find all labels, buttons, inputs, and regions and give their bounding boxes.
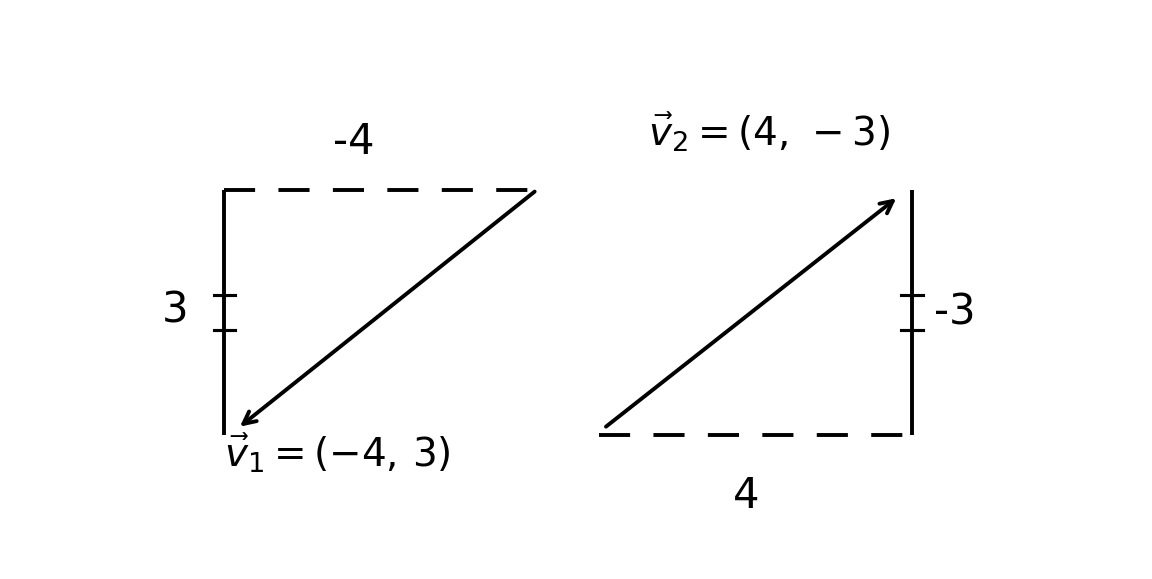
Text: -4: -4 (333, 121, 374, 163)
Text: $\vec{v}_2 = (4,\, -3)$: $\vec{v}_2 = (4,\, -3)$ (649, 109, 890, 153)
Text: 3: 3 (162, 290, 189, 331)
Text: 4: 4 (734, 475, 760, 517)
Text: $\vec{v}_1 = (-4,\, 3)$: $\vec{v}_1 = (-4,\, 3)$ (225, 431, 452, 475)
Text: -3: -3 (934, 291, 976, 334)
